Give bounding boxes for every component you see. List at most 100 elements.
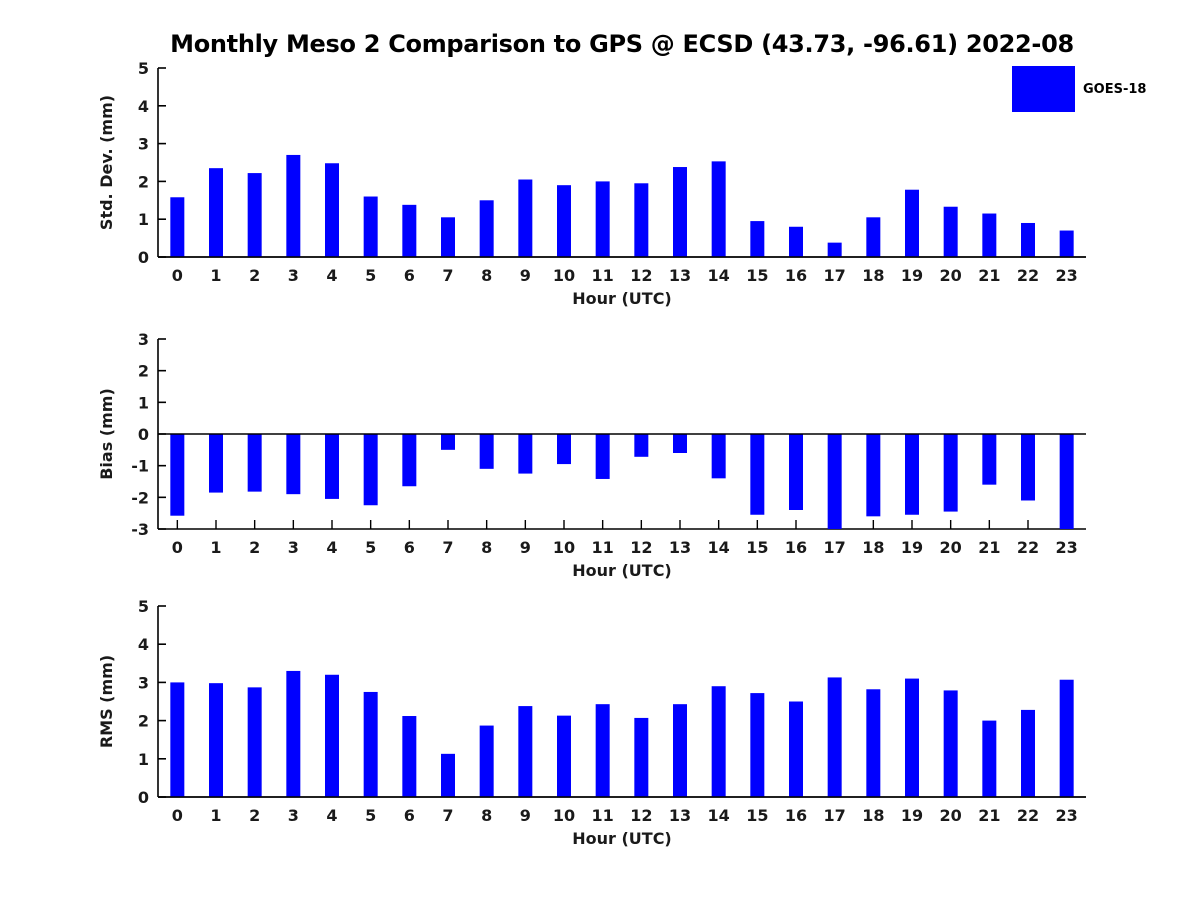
y-tick-label: -2	[131, 488, 149, 507]
bar-hour-13	[673, 167, 687, 257]
x-tick-label: 4	[326, 266, 337, 285]
bar-hour-16	[789, 701, 803, 797]
x-tick-label: 1	[210, 806, 221, 825]
x-tick-label: 0	[172, 806, 183, 825]
x-tick-label: 16	[785, 266, 807, 285]
bar-hour-19	[905, 434, 919, 515]
x-tick-label: 15	[746, 538, 768, 557]
bar-hour-8	[479, 434, 494, 469]
x-tick-label: 7	[442, 806, 453, 825]
bar-hour-18	[866, 217, 881, 257]
bar-hour-2	[247, 173, 262, 257]
x-tick-label: 16	[785, 806, 807, 825]
bar-hour-3	[286, 670, 301, 797]
x-tick-label: 13	[669, 538, 691, 557]
y-tick-label: -3	[131, 520, 149, 539]
bar-hour-23	[1059, 230, 1074, 257]
bar-hour-12	[634, 434, 649, 457]
x-tick-label: 13	[669, 266, 691, 285]
x-tick-label: 8	[481, 266, 492, 285]
x-tick-label: 10	[553, 538, 575, 557]
y-tick-label: 1	[138, 210, 149, 229]
bar-hour-21	[982, 213, 997, 257]
bar-hour-22	[1021, 222, 1035, 257]
bar-hour-9	[518, 434, 533, 474]
bar-hour-18	[866, 434, 881, 517]
x-tick-label: 2	[249, 266, 260, 285]
x-tick-label: 23	[1056, 538, 1078, 557]
x-tick-label: 3	[288, 538, 299, 557]
y-tick-label: 5	[138, 597, 149, 616]
y-tick-label: 5	[138, 59, 149, 78]
bar-hour-0	[170, 197, 185, 257]
x-tick-label: 10	[553, 806, 575, 825]
bar-hour-10	[557, 715, 571, 797]
bar-hour-20	[943, 434, 958, 512]
x-tick-label: 5	[365, 806, 376, 825]
bar-hour-23	[1059, 434, 1074, 529]
x-tick-label: 18	[862, 806, 884, 825]
bar-hour-1	[209, 434, 223, 493]
x-tick-label: 12	[630, 266, 652, 285]
x-tick-label: 19	[901, 806, 923, 825]
y-axis-title: RMS (mm)	[97, 655, 116, 748]
x-tick-label: 8	[481, 806, 492, 825]
bar-hour-20	[943, 206, 958, 257]
x-tick-label: 0	[172, 538, 183, 557]
bar-hour-5	[363, 691, 378, 797]
y-tick-label: 3	[138, 135, 149, 154]
x-tick-label: 9	[520, 538, 531, 557]
bar-hour-14	[711, 686, 726, 797]
y-tick-label: 1	[138, 750, 149, 769]
x-tick-label: 19	[901, 266, 923, 285]
x-tick-label: 13	[669, 806, 691, 825]
x-tick-label: 14	[708, 806, 730, 825]
y-tick-label: 0	[138, 425, 149, 444]
x-tick-label: 20	[940, 806, 962, 825]
x-tick-label: 20	[940, 266, 962, 285]
y-tick-label: 0	[138, 788, 149, 807]
x-tick-label: 22	[1017, 806, 1039, 825]
bar-hour-6	[402, 716, 417, 797]
bar-hour-4	[325, 163, 339, 257]
bar-hour-13	[673, 704, 687, 797]
bar-hour-11	[595, 434, 610, 479]
bar-hour-14	[711, 434, 726, 479]
x-tick-label: 22	[1017, 538, 1039, 557]
legend-swatch-goes18	[1012, 66, 1075, 112]
y-tick-label: -1	[131, 457, 149, 476]
y-tick-label: 4	[138, 97, 149, 116]
legend-label: GOES-18	[1083, 81, 1147, 97]
y-axis-title: Bias (mm)	[97, 388, 116, 480]
x-tick-label: 18	[862, 266, 884, 285]
bar-hour-15	[750, 434, 765, 515]
x-tick-label: 11	[592, 806, 614, 825]
x-tick-label: 21	[978, 266, 1000, 285]
x-tick-label: 9	[520, 806, 531, 825]
bar-hour-8	[479, 200, 494, 257]
x-tick-label: 14	[708, 538, 730, 557]
bar-hour-1	[209, 168, 223, 257]
x-tick-label: 3	[288, 266, 299, 285]
x-tick-label: 0	[172, 266, 183, 285]
y-tick-label: 3	[138, 330, 149, 349]
x-tick-label: 17	[824, 806, 846, 825]
x-tick-label: 9	[520, 266, 531, 285]
bar-hour-11	[595, 704, 610, 797]
bar-hour-9	[518, 706, 533, 797]
bar-hour-0	[170, 682, 185, 797]
x-tick-label: 17	[824, 266, 846, 285]
x-tick-label: 21	[978, 538, 1000, 557]
bar-hour-12	[634, 717, 649, 797]
bar-hour-17	[827, 242, 842, 257]
bar-hour-7	[441, 753, 455, 797]
bar-hour-1	[209, 683, 223, 797]
x-tick-label: 19	[901, 538, 923, 557]
bar-hour-11	[595, 181, 610, 257]
x-tick-label: 2	[249, 538, 260, 557]
bar-hour-21	[982, 720, 997, 797]
x-tick-label: 15	[746, 806, 768, 825]
x-tick-label: 2	[249, 806, 260, 825]
x-tick-label: 6	[404, 538, 415, 557]
